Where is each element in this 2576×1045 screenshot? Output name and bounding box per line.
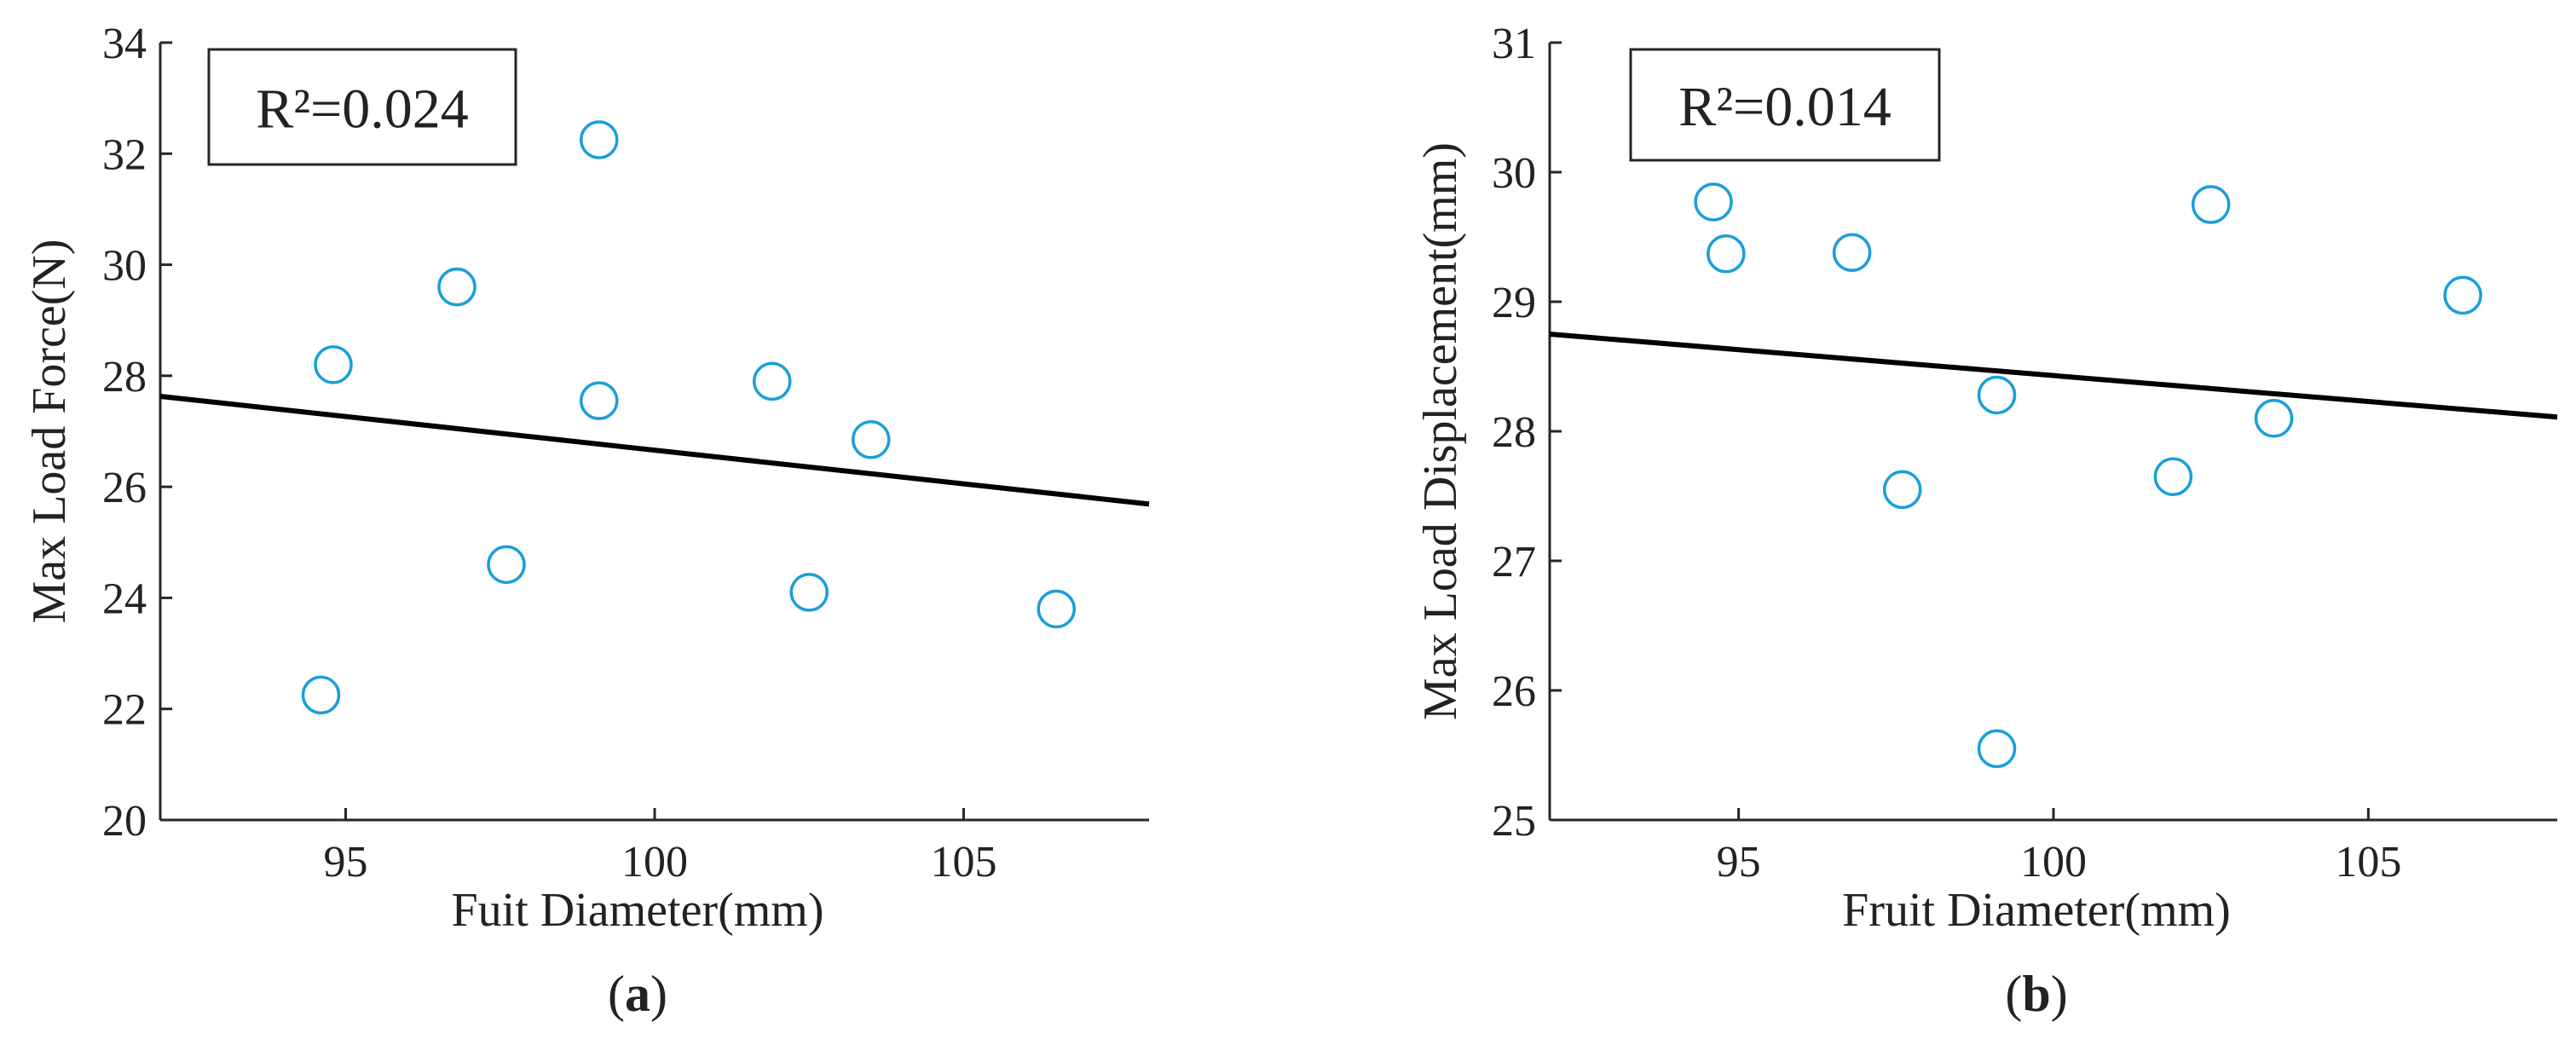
data-point xyxy=(487,545,526,585)
data-point xyxy=(580,381,619,420)
y-tick-label: 28 xyxy=(1492,408,1536,457)
data-point xyxy=(1882,470,1922,510)
x-tick-label: 100 xyxy=(621,838,688,886)
panel-label: (a) xyxy=(608,966,667,1022)
y-tick-label: 25 xyxy=(1492,797,1536,846)
x-tick-label: 100 xyxy=(2020,838,2087,886)
y-tick-label: 22 xyxy=(102,686,147,735)
y-tick-label: 30 xyxy=(102,242,147,291)
panel-letter: a xyxy=(625,966,650,1022)
panel-label: (b) xyxy=(2005,966,2067,1022)
y-tick-label: 24 xyxy=(102,574,147,623)
y-axis-label: Max Load Force(N) xyxy=(23,240,76,624)
y-tick-label: 29 xyxy=(1492,279,1536,327)
x-axis-label: Fuit Diameter(mm) xyxy=(451,884,823,937)
y-tick-label: 20 xyxy=(102,797,147,846)
regression-line xyxy=(1549,332,2558,420)
x-tick-label: 105 xyxy=(931,838,997,886)
y-tick-label: 26 xyxy=(1492,667,1536,716)
y-tick-label: 31 xyxy=(1492,20,1536,68)
data-point xyxy=(2191,185,2231,224)
r2-annotation: R²=0.014 xyxy=(1678,76,1892,138)
regression-line xyxy=(159,393,1150,507)
y-tick-label: 30 xyxy=(1492,149,1536,198)
data-point xyxy=(580,120,619,159)
data-point xyxy=(1977,375,2017,415)
data-point xyxy=(437,267,477,307)
y-tick-label: 32 xyxy=(102,130,147,179)
y-tick-label: 34 xyxy=(102,20,147,68)
data-point xyxy=(314,345,353,384)
chart-panel-b: 25 26 27 28 29 30 31 95 100 105 R²=0.014 Fruit Diam… xyxy=(1414,20,2558,1022)
data-point xyxy=(301,675,341,715)
data-point xyxy=(2254,399,2294,438)
x-axis-label: Fruit Diameter(mm) xyxy=(1842,884,2231,937)
chart-panel-a: 20 22 24 26 28 30 32 34 95 100 105 R²=0.024 Fuit Dia… xyxy=(23,20,1150,1022)
panel-letter: b xyxy=(2022,966,2050,1022)
y-tick-label: 26 xyxy=(102,464,147,512)
data-point xyxy=(1977,729,2017,769)
r2-annotation-box xyxy=(207,48,517,166)
x-tick-label: 105 xyxy=(2335,838,2401,886)
data-point xyxy=(789,573,829,612)
data-point xyxy=(1694,182,1733,222)
r2-annotation: R²=0.024 xyxy=(256,78,469,141)
data-point xyxy=(1707,234,1746,274)
y-tick-label: 28 xyxy=(102,353,147,401)
data-point xyxy=(1037,589,1076,629)
r2-annotation-box xyxy=(1629,48,1941,162)
data-point xyxy=(753,361,792,401)
data-point xyxy=(2153,457,2193,496)
data-point xyxy=(1832,233,1872,272)
x-tick-label: 95 xyxy=(1717,838,1761,886)
y-tick-label: 27 xyxy=(1492,538,1536,586)
x-tick-label: 95 xyxy=(324,838,368,886)
data-point xyxy=(852,420,891,459)
y-axis-label: Max Load Displacement(mm) xyxy=(1414,142,1467,720)
data-point xyxy=(2443,275,2482,315)
